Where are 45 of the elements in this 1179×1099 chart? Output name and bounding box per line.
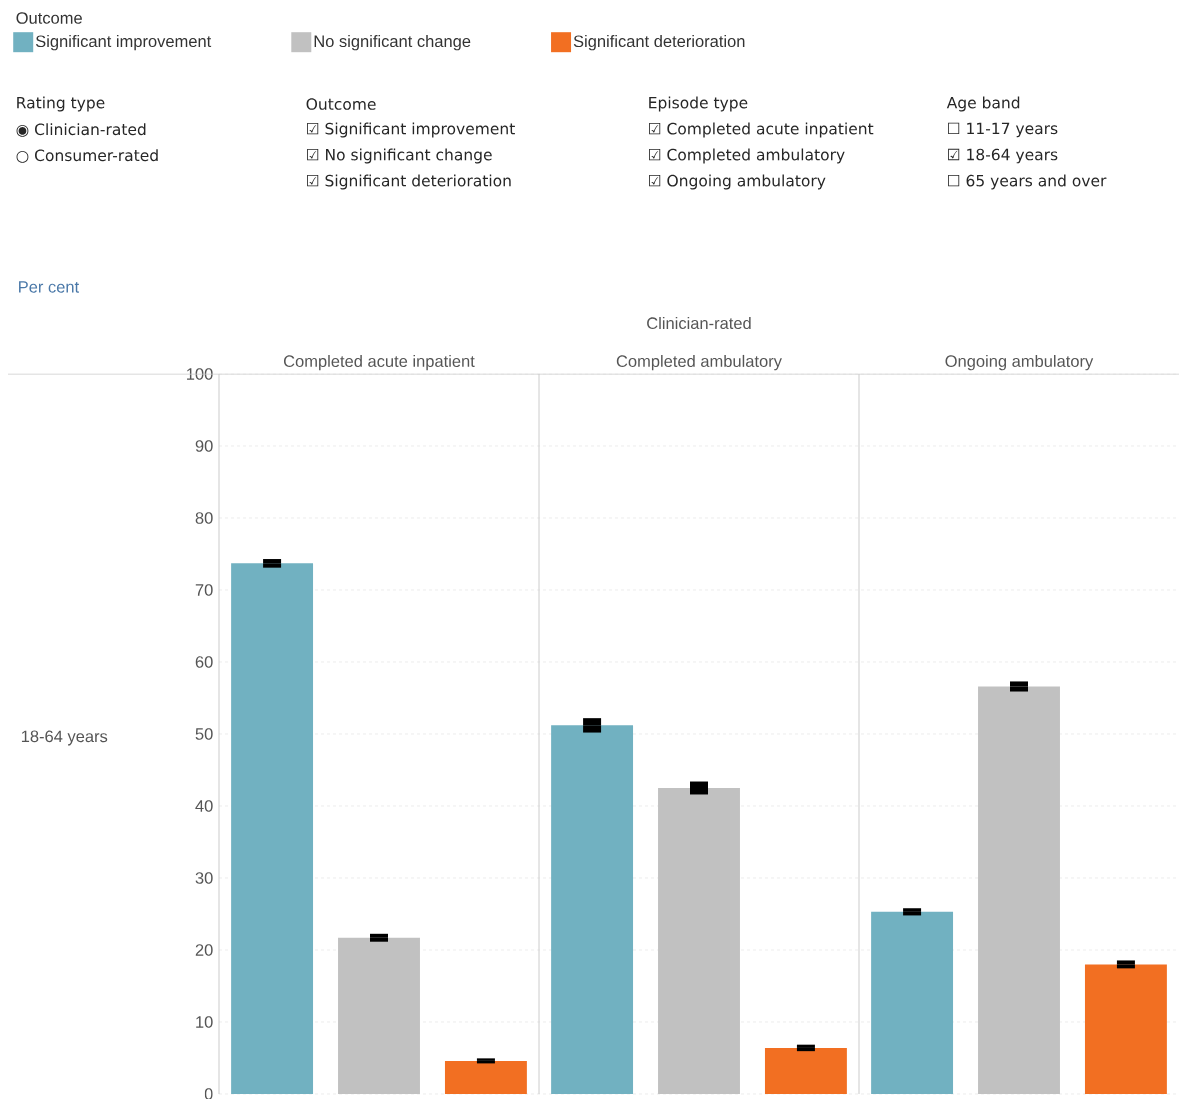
text: ☑ 18-64 years [948, 148, 1058, 164]
x-tick-label: Completed ambulatory [616, 354, 782, 371]
bar [764, 1047, 847, 1094]
bar [338, 937, 420, 1094]
y-tick-label: 10 [196, 1016, 213, 1028]
text: 18-64 years [21, 730, 108, 746]
x-tick-label: Completed acute inpatient [283, 354, 475, 371]
text: ☑ Significant improvement [307, 122, 515, 138]
text: ☑ Significant deterioration [307, 174, 511, 190]
legend-label: No significant change [314, 34, 471, 51]
text: ☐ 65 years and over [948, 174, 1107, 190]
text: ☑ Ongoing ambulatory [649, 174, 826, 190]
text: ◉ Clinician-rated [16, 123, 146, 137]
text: ☑ Completed acute inpatient [649, 122, 874, 138]
bar [231, 563, 314, 1094]
y-tick-label: 0 [204, 1088, 213, 1099]
chart-title: Clinician-rated [647, 316, 751, 330]
legend-label: Significant improvement [35, 34, 212, 51]
text: ☑ No significant change [307, 148, 492, 164]
text: Rating type [17, 96, 105, 112]
y-tick-label: 100 [187, 368, 213, 380]
y-tick-label: 50 [195, 728, 213, 740]
text: Per cent [19, 281, 80, 293]
x-tick-label: Ongoing ambulatory [945, 354, 1094, 371]
y-tick-label: 30 [195, 872, 213, 884]
y-tick-label: 70 [195, 584, 213, 596]
y-tick-label: 40 [195, 800, 213, 812]
text: ○ Consumer-rated [16, 149, 158, 163]
legend-label: Significant deterioration [573, 34, 745, 51]
text: ☐ 11-17 years [948, 122, 1058, 138]
bar [658, 788, 740, 1094]
y-tick-label: 90 [195, 440, 213, 452]
text: ☑ Completed ambulatory [649, 148, 845, 164]
text: Outcome [306, 98, 376, 110]
bar [1084, 964, 1167, 1094]
bar [444, 1060, 527, 1094]
y-tick-label: 60 [195, 656, 213, 668]
legend-title: Outcome [16, 12, 82, 24]
y-tick-label: 20 [195, 944, 213, 956]
text: Episode type [649, 96, 748, 112]
y-tick-label: 80 [195, 512, 213, 524]
text: Age band [946, 96, 1020, 112]
bar [551, 725, 634, 1094]
bar [978, 686, 1060, 1094]
bar [871, 911, 954, 1094]
